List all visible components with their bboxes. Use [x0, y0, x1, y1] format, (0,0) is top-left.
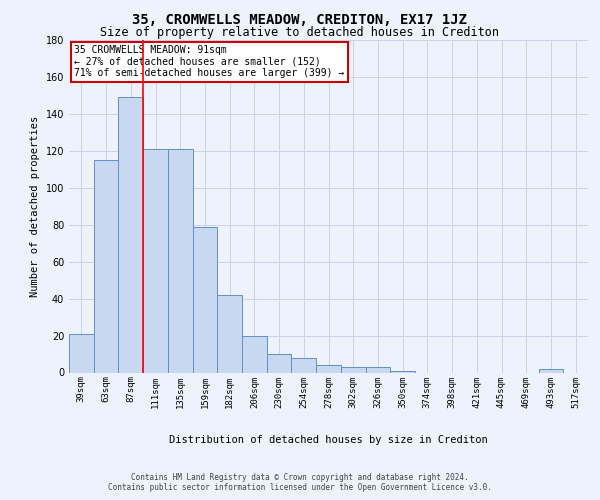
Text: Contains HM Land Registry data © Crown copyright and database right 2024.
Contai: Contains HM Land Registry data © Crown c… [108, 472, 492, 492]
Y-axis label: Number of detached properties: Number of detached properties [30, 116, 40, 297]
Text: Size of property relative to detached houses in Crediton: Size of property relative to detached ho… [101, 26, 499, 39]
Bar [168, 149, 193, 372]
Bar [365, 367, 390, 372]
Text: 35 CROMWELLS MEADOW: 91sqm
← 27% of detached houses are smaller (152)
71% of sem: 35 CROMWELLS MEADOW: 91sqm ← 27% of deta… [74, 45, 344, 78]
Bar [539, 369, 563, 372]
Text: Distribution of detached houses by size in Crediton: Distribution of detached houses by size … [169, 435, 488, 445]
Bar [341, 367, 365, 372]
Bar [390, 370, 415, 372]
Bar [316, 365, 341, 372]
Bar [267, 354, 292, 372]
Bar [69, 334, 94, 372]
Bar [242, 336, 267, 372]
Bar [94, 160, 118, 372]
Bar [118, 98, 143, 372]
Bar [292, 358, 316, 372]
Bar [143, 149, 168, 372]
Bar [217, 295, 242, 372]
Text: 35, CROMWELLS MEADOW, CREDITON, EX17 1JZ: 35, CROMWELLS MEADOW, CREDITON, EX17 1JZ [133, 12, 467, 26]
Bar [193, 226, 217, 372]
